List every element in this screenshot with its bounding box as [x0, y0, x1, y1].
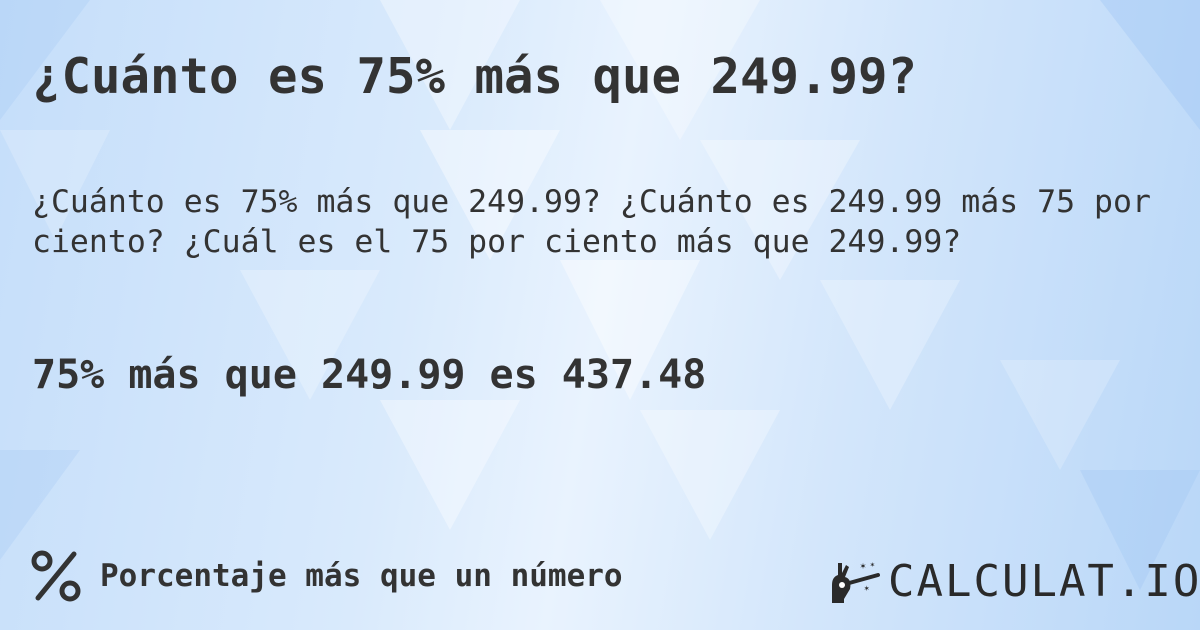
logo-text: CALCULAT.IO	[888, 556, 1200, 607]
category-link[interactable]: Porcentaje más que un número	[30, 550, 623, 602]
result-text: 75% más que 249.99 es 437.48	[32, 352, 707, 398]
svg-text:✶: ✶	[860, 561, 866, 572]
percent-icon	[31, 550, 81, 602]
page-title: ¿Cuánto es 75% más que 249.99?	[32, 48, 918, 105]
svg-text:✶: ✶	[864, 584, 870, 594]
svg-text:✶: ✶	[870, 560, 875, 569]
question-description: ¿Cuánto es 75% más que 249.99? ¿Cuánto e…	[32, 184, 1151, 260]
category-label: Porcentaje más que un número	[100, 558, 623, 594]
magic-hand-wand-icon: ✶ ✶ ✶	[832, 560, 880, 603]
calculat-io-logo[interactable]: ✶ ✶ ✶ CALCULAT.IO	[828, 556, 1200, 607]
